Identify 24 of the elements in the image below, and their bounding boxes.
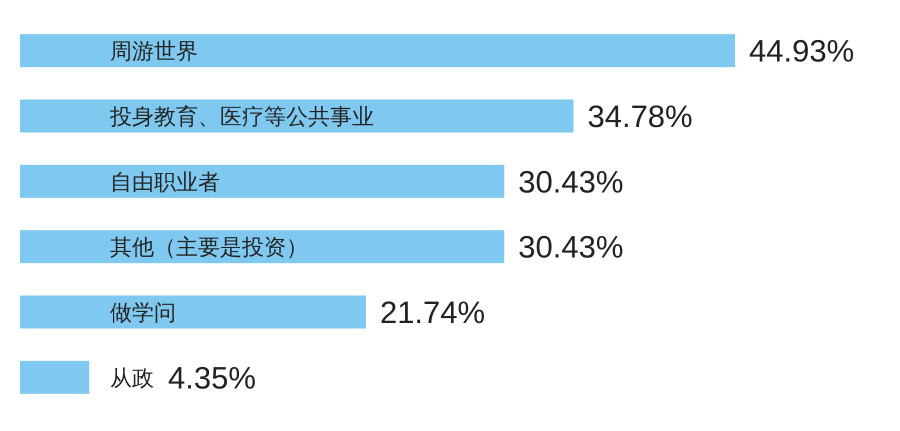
bar [20, 296, 366, 328]
y-tick-label: 做学问 [110, 301, 176, 326]
bar: 周游世界 44.93% [20, 34, 854, 69]
bar: 做学问 21.74% [20, 295, 486, 330]
data-label: 34.78% [587, 99, 693, 134]
bar [20, 100, 574, 132]
bar: 自由职业者 30.43% [20, 164, 624, 200]
data-label: 30.43% [518, 164, 624, 200]
data-label: 44.93% [749, 34, 854, 69]
bar: 其他（主要是投资） 30.43% [20, 230, 624, 265]
y-tick-label: 周游世界 [110, 40, 198, 65]
y-tick-label: 从政 [110, 366, 154, 392]
bar: 从政 4.35% [20, 360, 256, 396]
data-label: 4.35% [168, 360, 256, 396]
y-tick-label: 其他（主要是投资） [110, 236, 308, 261]
y-tick-label: 自由职业者 [110, 170, 220, 196]
bar: 投身教育、医疗等公共事业 34.78% [20, 99, 693, 134]
bar [20, 230, 504, 264]
data-label: 30.43% [518, 230, 624, 265]
bar [20, 360, 90, 394]
data-label: 21.74% [380, 295, 486, 330]
bar [20, 34, 735, 68]
bar [20, 164, 504, 198]
y-tick-label: 投身教育、医疗等公共事业 [109, 104, 374, 130]
